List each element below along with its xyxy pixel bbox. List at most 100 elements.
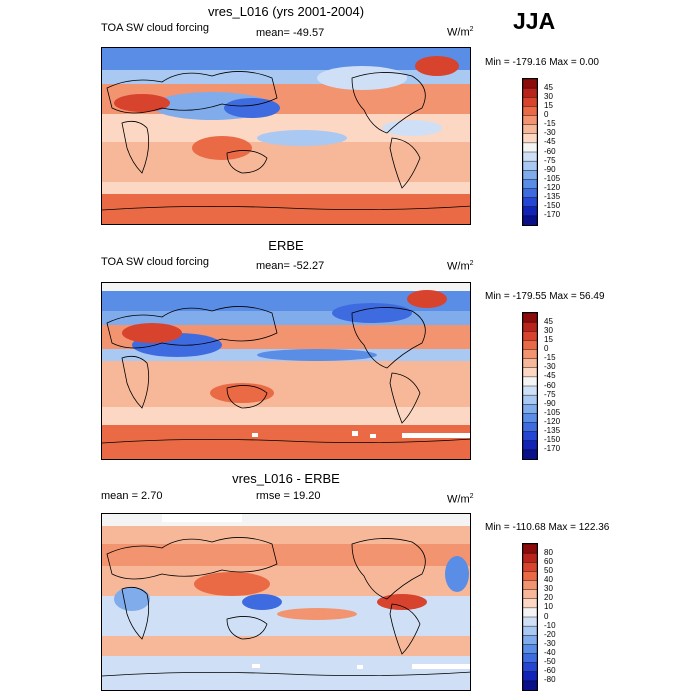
colorbar-box [523, 625, 537, 636]
panel-1-field-plot [102, 48, 470, 224]
colorbar-box [523, 680, 537, 690]
colorbar-tick-label: -135 [544, 192, 561, 202]
panel-1-title: vres_L016 (yrs 2001-2004) [207, 4, 365, 19]
colorbar-tick-label: -30 [544, 128, 556, 138]
panel-1-field-label: TOA SW cloud forcing [101, 22, 210, 34]
season-label: JJA [513, 8, 556, 34]
colorbar-box [523, 552, 537, 563]
panel-1-colorbar-boxes [523, 79, 537, 225]
colorbar-box [523, 313, 537, 323]
colorbar-box [523, 635, 537, 645]
colorbar-tick-label: -170 [544, 210, 561, 220]
colorbar-box [523, 79, 537, 89]
colorbar-box [523, 206, 537, 217]
colorbar-box [523, 394, 537, 405]
panel-3-mean-label: mean = 2.70 [101, 490, 163, 502]
colorbar-box [523, 349, 537, 360]
colorbar-tick-label: -60 [544, 380, 556, 390]
panel-1-map [101, 47, 471, 225]
colorbar-box [523, 562, 537, 572]
colorbar-box [523, 97, 537, 107]
colorbar-tick-label: -150 [544, 201, 561, 211]
colorbar-tick-label: -120 [544, 417, 561, 426]
colorbar-tick-label: -105 [544, 173, 561, 183]
colorbar-tick-label: 60 [544, 556, 553, 566]
colorbar-box [523, 106, 537, 117]
colorbar-tick-label: -90 [544, 164, 556, 174]
colorbar-tick-label: 45 [544, 82, 553, 92]
colorbar-box [523, 197, 537, 208]
colorbar-box [523, 580, 537, 591]
colorbar-box [523, 321, 537, 332]
panel-2-field-label: TOA SW cloud forcing [101, 256, 210, 268]
colorbar-tick-label: 30 [544, 325, 553, 335]
colorbar-box [523, 449, 537, 459]
colorbar-box [523, 662, 537, 673]
colorbar-box [523, 598, 537, 609]
colorbar-box [523, 671, 537, 682]
colorbar-tick-label: -170 [544, 444, 561, 454]
colorbar-box [523, 385, 537, 396]
colorbar-box [523, 133, 537, 144]
colorbar-tick-label: 50 [544, 565, 553, 575]
colorbar-tick-label: -60 [544, 666, 556, 676]
colorbar-box [523, 331, 537, 341]
colorbar-box [523, 142, 537, 153]
colorbar-tick-label: -90 [544, 398, 556, 408]
colorbar-box [523, 589, 537, 600]
colorbar-tick-label: -105 [544, 407, 561, 417]
panel-1-units: W/m2 [447, 26, 474, 39]
colorbar-box [523, 413, 537, 424]
colorbar-box [523, 170, 537, 180]
panel-2-colorbar [522, 312, 538, 460]
colorbar-tick-label: 30 [544, 91, 553, 101]
colorbar-box [523, 571, 537, 582]
colorbar-box [523, 422, 537, 433]
colorbar-box [523, 653, 537, 664]
colorbar-tick-label: -45 [544, 371, 556, 381]
colorbar-tick-label: -30 [544, 362, 556, 372]
colorbar-box [523, 160, 537, 171]
colorbar-box [523, 367, 537, 378]
panel-2-minmax: Min = -179.55 Max = 56.49 [485, 291, 605, 302]
colorbar-tick-label: -60 [544, 146, 556, 156]
colorbar-tick-label: 10 [544, 602, 553, 612]
colorbar-tick-label: -80 [544, 675, 556, 685]
colorbar-box [523, 188, 537, 199]
colorbar-tick-label: 20 [544, 593, 553, 603]
panel-1-mean-label: mean= -49.57 [256, 27, 325, 39]
panel-3-units: W/m2 [447, 493, 474, 506]
panel-1-colorbar [522, 78, 538, 226]
colorbar-tick-label: 0 [544, 344, 549, 353]
panel-3-field-plot [102, 514, 470, 690]
colorbar-box [523, 616, 537, 627]
colorbar-box [523, 544, 537, 554]
colorbar-tick-label: -50 [544, 657, 556, 667]
panel-2-mean-label: mean= -52.27 [256, 260, 325, 272]
colorbar-box [523, 151, 537, 162]
colorbar-tick-label: 15 [544, 100, 553, 110]
panel-3-minmax: Min = -110.68 Max = 122.36 [485, 522, 610, 533]
panel-2-field-plot [102, 283, 470, 459]
colorbar-box [523, 644, 537, 655]
colorbar-box [523, 431, 537, 442]
panel-2-colorbar-boxes [523, 313, 537, 459]
colorbar-box [523, 376, 537, 387]
colorbar-tick-label: 45 [544, 316, 553, 326]
colorbar-tick-label: -120 [544, 183, 561, 192]
panel-1-minmax: Min = -179.16 Max = 0.00 [485, 57, 599, 68]
colorbar-tick-label: -75 [544, 389, 556, 399]
panel-2-map [101, 282, 471, 460]
panel-3-colorbar [522, 543, 538, 691]
panel-3-title: vres_L016 - ERBE [232, 471, 340, 486]
panel-2-units: W/m2 [447, 260, 474, 273]
colorbar-tick-label: -150 [544, 435, 561, 445]
colorbar-box [523, 358, 537, 369]
panel-3-map [101, 513, 471, 691]
colorbar-box [523, 87, 537, 98]
colorbar-tick-label: 0 [544, 110, 549, 119]
colorbar-tick-label: -40 [544, 648, 556, 657]
panel-3-colorbar-boxes [523, 544, 537, 690]
colorbar-tick-label: -30 [544, 638, 556, 648]
colorbar-tick-label: 15 [544, 334, 553, 344]
